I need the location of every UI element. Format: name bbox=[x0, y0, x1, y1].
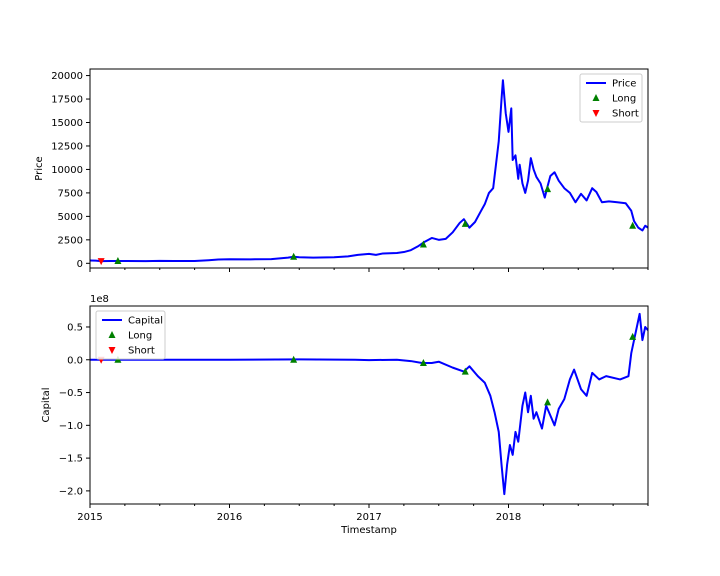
capital-line bbox=[90, 312, 648, 496]
capital-y-axis-label: Capital bbox=[41, 387, 52, 422]
capital-long-marker bbox=[461, 367, 469, 375]
price-legend: Price Long Short bbox=[579, 73, 643, 123]
price-y-tick-label: 0 bbox=[77, 259, 83, 270]
capital-y-tick-label: −0.5 bbox=[59, 388, 83, 399]
capital-legend-label: Short bbox=[128, 346, 155, 357]
price-legend-label: Long bbox=[612, 94, 636, 105]
x-tick-label: 2015 bbox=[77, 512, 102, 523]
price-x-axis bbox=[89, 268, 649, 272]
capital-long-marker bbox=[544, 398, 552, 406]
price-subplot: 0 2500 5000 7500 10000 12500 15000 17500 20000 P… bbox=[34, 68, 649, 272]
capital-offset-label: 1e8 bbox=[90, 294, 109, 305]
price-y-tick-label: 5000 bbox=[58, 212, 83, 223]
capital-y-tick-label: 0.0 bbox=[67, 355, 83, 366]
price-short-marker bbox=[97, 258, 105, 266]
capital-legend-long-swatch bbox=[108, 331, 116, 338]
price-long-marker bbox=[461, 219, 469, 227]
price-y-tick-label: 10000 bbox=[51, 165, 83, 176]
price-long-marker bbox=[544, 185, 552, 193]
price-y-tick-label: 20000 bbox=[51, 71, 83, 82]
capital-y-axis: −2.0 −1.5 −1.0 −0.5 0.0 0.5 bbox=[59, 322, 90, 497]
capital-y-tick-label: −1.5 bbox=[59, 454, 83, 465]
capital-legend-label: Capital bbox=[128, 316, 163, 327]
x-tick-label: 2017 bbox=[356, 512, 381, 523]
price-legend-label: Price bbox=[612, 79, 636, 90]
capital-y-tick-label: −2.0 bbox=[59, 486, 83, 497]
x-tick-label: 2018 bbox=[496, 512, 521, 523]
price-long-marker bbox=[114, 256, 122, 264]
price-y-tick-label: 17500 bbox=[51, 95, 83, 106]
price-long-marker bbox=[290, 252, 298, 260]
capital-x-axis: 2015 2016 2017 2018 bbox=[77, 504, 649, 523]
capital-y-tick-label: 0.5 bbox=[67, 322, 83, 333]
capital-long-marker bbox=[290, 355, 298, 363]
x-tick-label: 2016 bbox=[217, 512, 242, 523]
capital-legend-short-swatch bbox=[108, 347, 116, 354]
capital-long-marker bbox=[419, 359, 427, 367]
x-axis-label: Timestamp bbox=[340, 525, 397, 536]
capital-legend: Capital Long Short bbox=[95, 310, 166, 360]
price-legend-long-swatch bbox=[592, 94, 600, 101]
price-long-marker bbox=[629, 221, 637, 229]
capital-long-marker bbox=[629, 332, 637, 340]
capital-y-tick-label: −1.0 bbox=[59, 421, 83, 432]
price-y-tick-label: 7500 bbox=[58, 188, 83, 199]
price-y-tick-label: 2500 bbox=[58, 235, 83, 246]
capital-legend-label: Long bbox=[128, 331, 152, 342]
capital-subplot: −2.0−1.5−1.0−0.50.00.5 2015 2016 2017 2018 … bbox=[41, 294, 649, 523]
price-legend-short-swatch bbox=[592, 110, 600, 117]
price-y-axis: 0 2500 5000 7500 10000 12500 15000 17500 20000 bbox=[51, 71, 90, 270]
price-long-marker bbox=[419, 240, 427, 248]
price-y-tick-label: 12500 bbox=[51, 141, 83, 152]
price-y-tick-label: 15000 bbox=[51, 118, 83, 129]
price-legend-label: Short bbox=[612, 109, 639, 120]
price-y-axis-label: Price bbox=[34, 156, 45, 180]
price-line bbox=[90, 79, 648, 263]
